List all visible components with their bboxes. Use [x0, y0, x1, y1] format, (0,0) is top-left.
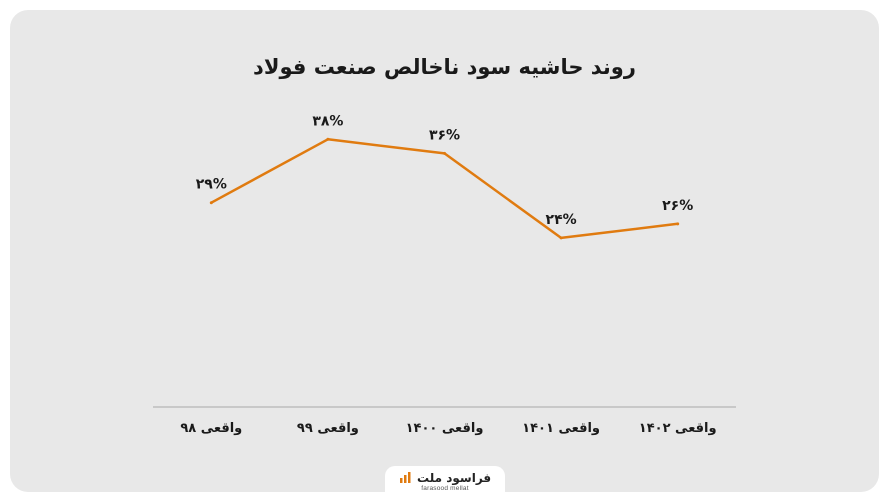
x-tick-label: واقعی ۹۸ — [180, 421, 242, 436]
brand-logo-mark: فراسود ملت — [385, 471, 505, 485]
brand-logo: فراسود ملت farasood mellat — [385, 466, 505, 500]
x-tick-label: واقعی ۱۴۰۱ — [522, 421, 600, 436]
data-point — [326, 137, 330, 141]
chart-title: روند حاشیه سود ناخالص صنعت فولاد — [253, 55, 636, 79]
data-point — [559, 236, 563, 240]
bars-icon — [399, 472, 411, 483]
data-point — [676, 222, 680, 226]
x-tick-label: واقعی ۱۴۰۰ — [406, 421, 484, 436]
brand-name: فراسود ملت — [417, 471, 492, 485]
chart-card — [10, 10, 879, 492]
data-label: ۲۶% — [662, 198, 693, 214]
series-layer: ۲۹% ۳۸% ۳۶% ۲۴% ۲۶% — [196, 113, 693, 240]
data-label: ۲۹% — [196, 177, 227, 193]
data-label: ۳۶% — [429, 127, 460, 143]
data-label: ۳۸% — [312, 113, 343, 129]
brand-subtitle: farasood mellat — [421, 485, 469, 492]
data-label: ۲۴% — [546, 212, 577, 228]
data-point — [209, 201, 213, 205]
x-tick-label: واقعی ۹۹ — [297, 421, 359, 436]
data-point — [443, 151, 446, 155]
tick-labels: واقعی ۹۸ واقعی ۹۹ واقعی ۱۴۰۰ واقعی ۱۴۰۱ واقع… — [180, 421, 716, 436]
x-tick-label: واقعی ۱۴۰۲ — [639, 421, 717, 436]
